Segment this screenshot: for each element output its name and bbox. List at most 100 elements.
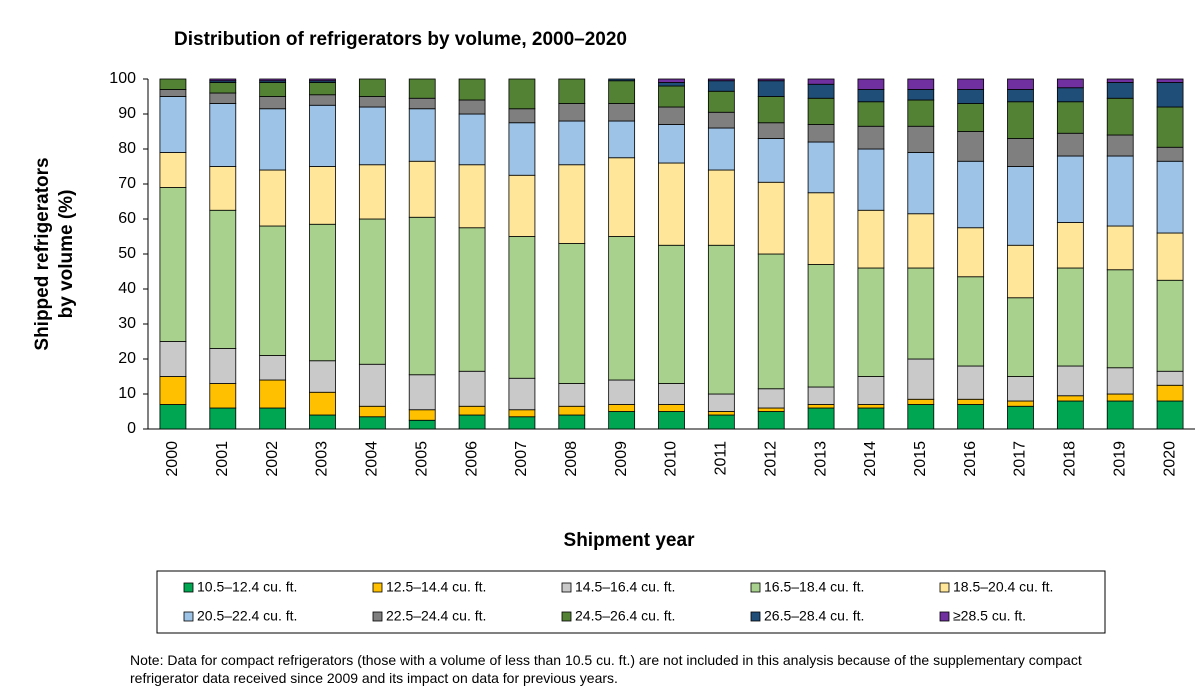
bar-segment	[807, 141, 835, 194]
bar-segment	[508, 78, 536, 110]
bar-segment	[707, 414, 735, 430]
bar-segment	[209, 407, 237, 430]
y-axis-title-line: by volume (%)	[56, 190, 77, 319]
y-tick-label: 100	[109, 70, 136, 87]
bar-segment	[259, 355, 287, 381]
bar-segment	[159, 89, 187, 97]
legend-label: 16.5–18.4 cu. ft.	[764, 579, 864, 595]
bar-segment	[508, 108, 536, 124]
bar-segment	[508, 236, 536, 379]
bar-segment	[209, 209, 237, 349]
bar-segment	[658, 124, 685, 164]
bar-segment	[1156, 82, 1184, 108]
x-tick-label: 2002	[264, 441, 281, 477]
bar-segment	[857, 209, 885, 269]
bar-segment	[957, 89, 985, 104]
legend-label: 18.5–20.4 cu. ft.	[953, 579, 1053, 595]
bar-segment	[408, 108, 436, 162]
y-tick-label: 70	[118, 175, 136, 192]
bar-segment	[957, 131, 985, 162]
x-tick-label: 2007	[513, 441, 530, 477]
bar-segment	[757, 388, 785, 409]
bar-segment	[907, 404, 935, 430]
x-tick-label: 2010	[663, 441, 680, 477]
x-tick-label-group: 2015	[912, 441, 929, 477]
legend-marker	[939, 582, 950, 593]
bar-segment	[159, 96, 187, 153]
y-tick-label: 90	[118, 105, 136, 122]
bar-segment	[558, 78, 586, 104]
legend-label: 24.5–26.4 cu. ft.	[575, 608, 675, 624]
bar-segment	[1056, 267, 1084, 367]
bar-segment	[159, 152, 187, 188]
bar-segment	[957, 404, 985, 430]
bar-segment	[358, 96, 386, 108]
bar-segment	[1007, 101, 1034, 139]
bar-segment	[957, 398, 985, 405]
x-tick-label: 2004	[364, 441, 381, 477]
bar-segment	[1156, 78, 1184, 83]
bar-segment	[757, 80, 785, 97]
bar-segment	[807, 264, 835, 388]
bar-segment	[957, 160, 985, 229]
x-tick-label: 2005	[413, 441, 430, 477]
bar-segment	[707, 80, 735, 92]
bar-segment	[458, 78, 486, 101]
x-tick-label-group: 2017	[1012, 441, 1029, 477]
bar-segment	[408, 97, 436, 110]
bar-segment	[907, 89, 935, 101]
bar-segment	[259, 169, 287, 227]
bar-segment	[408, 78, 436, 99]
bar-segment	[658, 82, 685, 87]
bar-segment	[707, 90, 735, 113]
x-tick-label: 2006	[463, 441, 480, 477]
bar-segment	[358, 106, 386, 166]
bar-segment	[757, 96, 785, 124]
bar-segment	[159, 404, 187, 430]
x-tick-label: 2013	[812, 441, 829, 477]
bar-segment	[408, 216, 436, 376]
bar-segment	[807, 404, 835, 409]
bar-segment	[309, 391, 336, 416]
bar-segment	[159, 341, 187, 377]
bar-segment	[558, 405, 586, 416]
bar-segment	[608, 80, 636, 104]
bar-segment	[807, 83, 835, 99]
y-tick-label: 20	[118, 350, 136, 367]
bar-segment	[159, 376, 187, 405]
x-tick-label-group: 2002	[264, 441, 281, 477]
bar-segment	[608, 120, 636, 159]
x-tick-label: 2014	[862, 441, 879, 477]
bar-segment	[1106, 393, 1134, 402]
bar-segment	[1156, 400, 1184, 430]
x-tick-label-group: 2006	[463, 441, 480, 477]
x-tick-label-group: 2016	[962, 441, 979, 477]
bar-segment	[857, 267, 885, 377]
x-tick-label-group: 2011	[713, 441, 730, 476]
x-tick-label: 2008	[563, 441, 580, 477]
bar-segment	[1007, 166, 1034, 246]
bar-segment	[508, 174, 536, 237]
bar-segment	[259, 78, 287, 82]
bar-segment	[1056, 101, 1084, 134]
bar-segment	[1007, 138, 1034, 167]
x-tick-label: 2003	[314, 441, 331, 477]
bar-segment	[907, 125, 935, 153]
bar-segment	[857, 101, 885, 127]
legend-marker	[183, 582, 194, 593]
bar-segment	[408, 419, 436, 430]
bar-segment	[707, 244, 735, 395]
bar-segment	[857, 407, 885, 430]
bar-segment	[658, 78, 685, 83]
legend-marker	[372, 611, 383, 622]
bar-segment	[558, 103, 586, 122]
bar-segment	[707, 111, 735, 129]
bar-segment	[508, 122, 536, 176]
bar-segment	[209, 383, 237, 409]
bar-segment	[358, 416, 386, 430]
bar-segment	[209, 348, 237, 384]
bar-segment	[957, 365, 985, 400]
y-tick-label: 40	[118, 280, 136, 297]
bar-segment	[508, 377, 536, 411]
x-tick-label-group: 2013	[812, 441, 829, 477]
